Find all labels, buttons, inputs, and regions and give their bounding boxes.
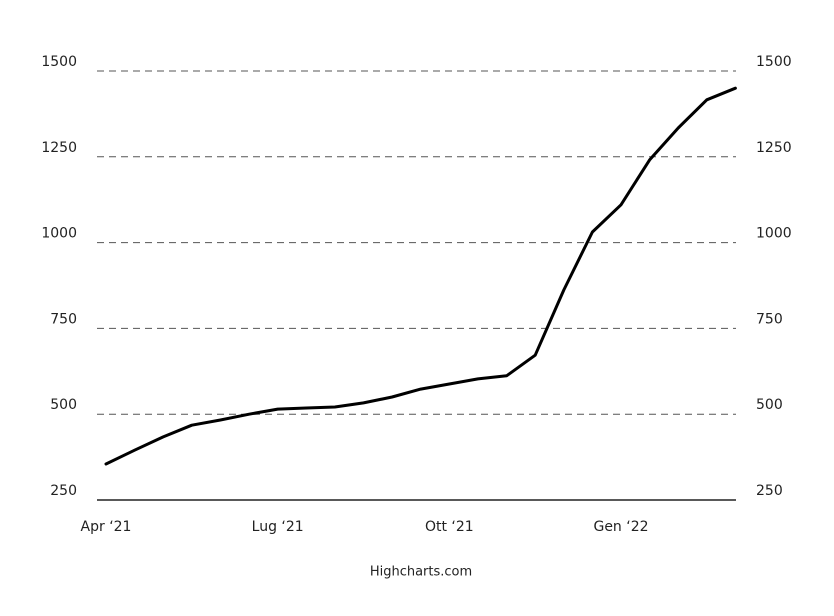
y2-tick-label: 250 bbox=[756, 483, 783, 499]
x-tick-label: Lug ‘21 bbox=[252, 519, 304, 535]
x-tick-label: Apr ‘21 bbox=[81, 519, 132, 535]
x-tick-label: Gen ‘22 bbox=[593, 519, 648, 535]
y-tick-label: 1500 bbox=[41, 54, 77, 70]
y-tick-label: 1000 bbox=[41, 226, 77, 242]
y-tick-label: 250 bbox=[50, 483, 77, 499]
y2-tick-label: 500 bbox=[756, 397, 783, 413]
credits: Highcharts.com bbox=[370, 565, 472, 580]
y2-tick-label: 1250 bbox=[756, 140, 792, 156]
y-tick-label: 750 bbox=[50, 311, 77, 327]
series-line bbox=[104, 86, 737, 466]
y2-tick-label: 1000 bbox=[756, 226, 792, 242]
y2-tick-label: 1500 bbox=[756, 54, 792, 70]
x-tick-label: Ott ‘21 bbox=[425, 519, 474, 535]
y-tick-label: 500 bbox=[50, 397, 77, 413]
y2-tick-label: 750 bbox=[756, 311, 783, 327]
y-tick-label: 1250 bbox=[41, 140, 77, 156]
